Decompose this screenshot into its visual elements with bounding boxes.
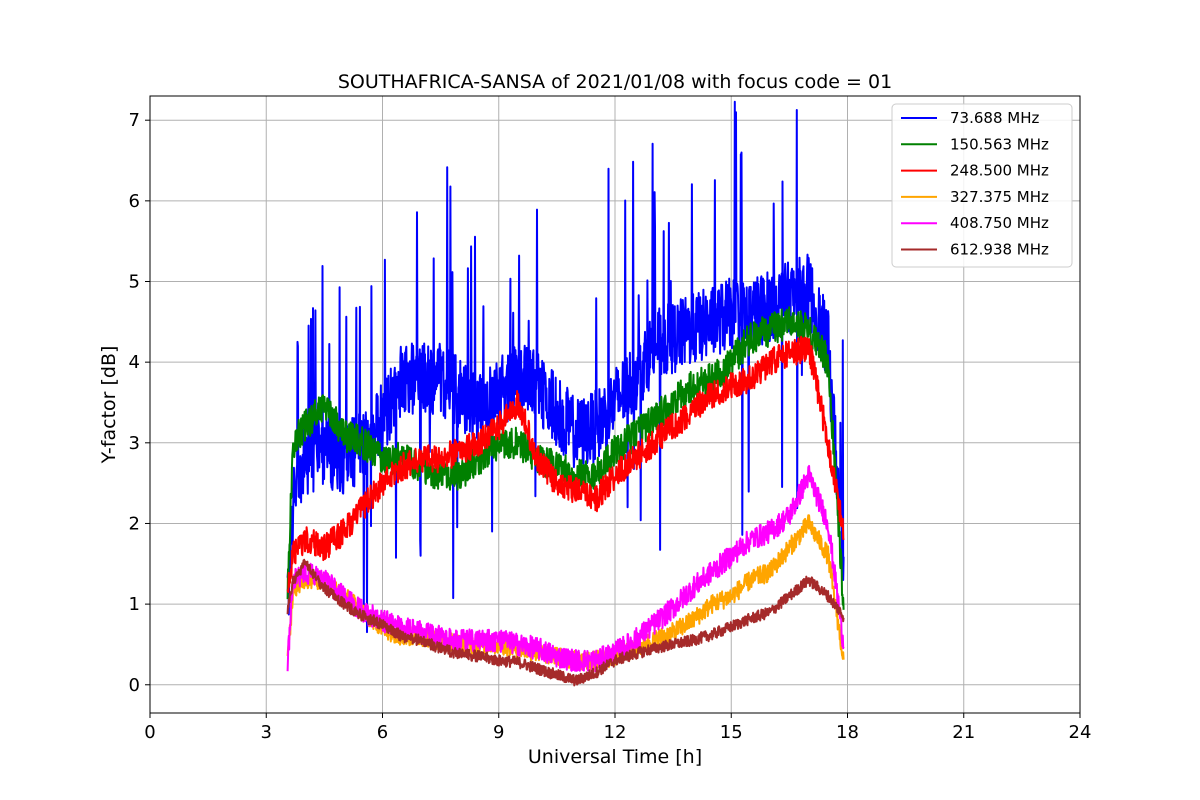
x-tick-label: 21 bbox=[952, 722, 975, 743]
legend-label: 73.688 MHz bbox=[950, 109, 1039, 127]
series-layer bbox=[286, 100, 845, 687]
legend-label: 612.938 MHz bbox=[950, 241, 1049, 259]
x-axis-label: Universal Time [h] bbox=[528, 746, 702, 768]
legend-label: 248.500 MHz bbox=[950, 162, 1049, 180]
y-tick-label: 7 bbox=[129, 110, 140, 131]
y-tick-label: 5 bbox=[129, 272, 140, 293]
legend-label: 327.375 MHz bbox=[950, 188, 1049, 206]
x-tick-label: 6 bbox=[377, 722, 388, 743]
legend: 73.688 MHz 150.563 MHz 248.500 MHz 327.375 … bbox=[891, 103, 1073, 268]
y-tick-label: 6 bbox=[129, 191, 140, 212]
x-tick-label: 0 bbox=[144, 722, 155, 743]
y-axis-label: Y-factor [dB] bbox=[98, 346, 120, 465]
series-line-2 bbox=[286, 306, 845, 610]
x-tick-label: 18 bbox=[836, 722, 859, 743]
x-tick-label: 15 bbox=[720, 722, 743, 743]
y-tick-label: 0 bbox=[129, 675, 140, 696]
series-line-6 bbox=[286, 558, 845, 687]
x-tick-label: 24 bbox=[1069, 722, 1092, 743]
series-line-3 bbox=[286, 335, 845, 593]
y-tick-label: 1 bbox=[129, 594, 140, 615]
legend-label: 408.750 MHz bbox=[950, 214, 1049, 232]
x-tick-label: 9 bbox=[493, 722, 504, 743]
x-tick-label: 12 bbox=[604, 722, 627, 743]
x-tick-label: 3 bbox=[261, 722, 272, 743]
series-line-1 bbox=[286, 100, 845, 634]
y-tick-label: 4 bbox=[129, 352, 140, 373]
chart-title: SOUTHAFRICA-SANSA of 2021/01/08 with foc… bbox=[338, 71, 892, 93]
legend-label: 150.563 MHz bbox=[950, 135, 1049, 153]
y-tick-label: 2 bbox=[129, 513, 140, 534]
y-tick-label: 3 bbox=[129, 433, 140, 454]
